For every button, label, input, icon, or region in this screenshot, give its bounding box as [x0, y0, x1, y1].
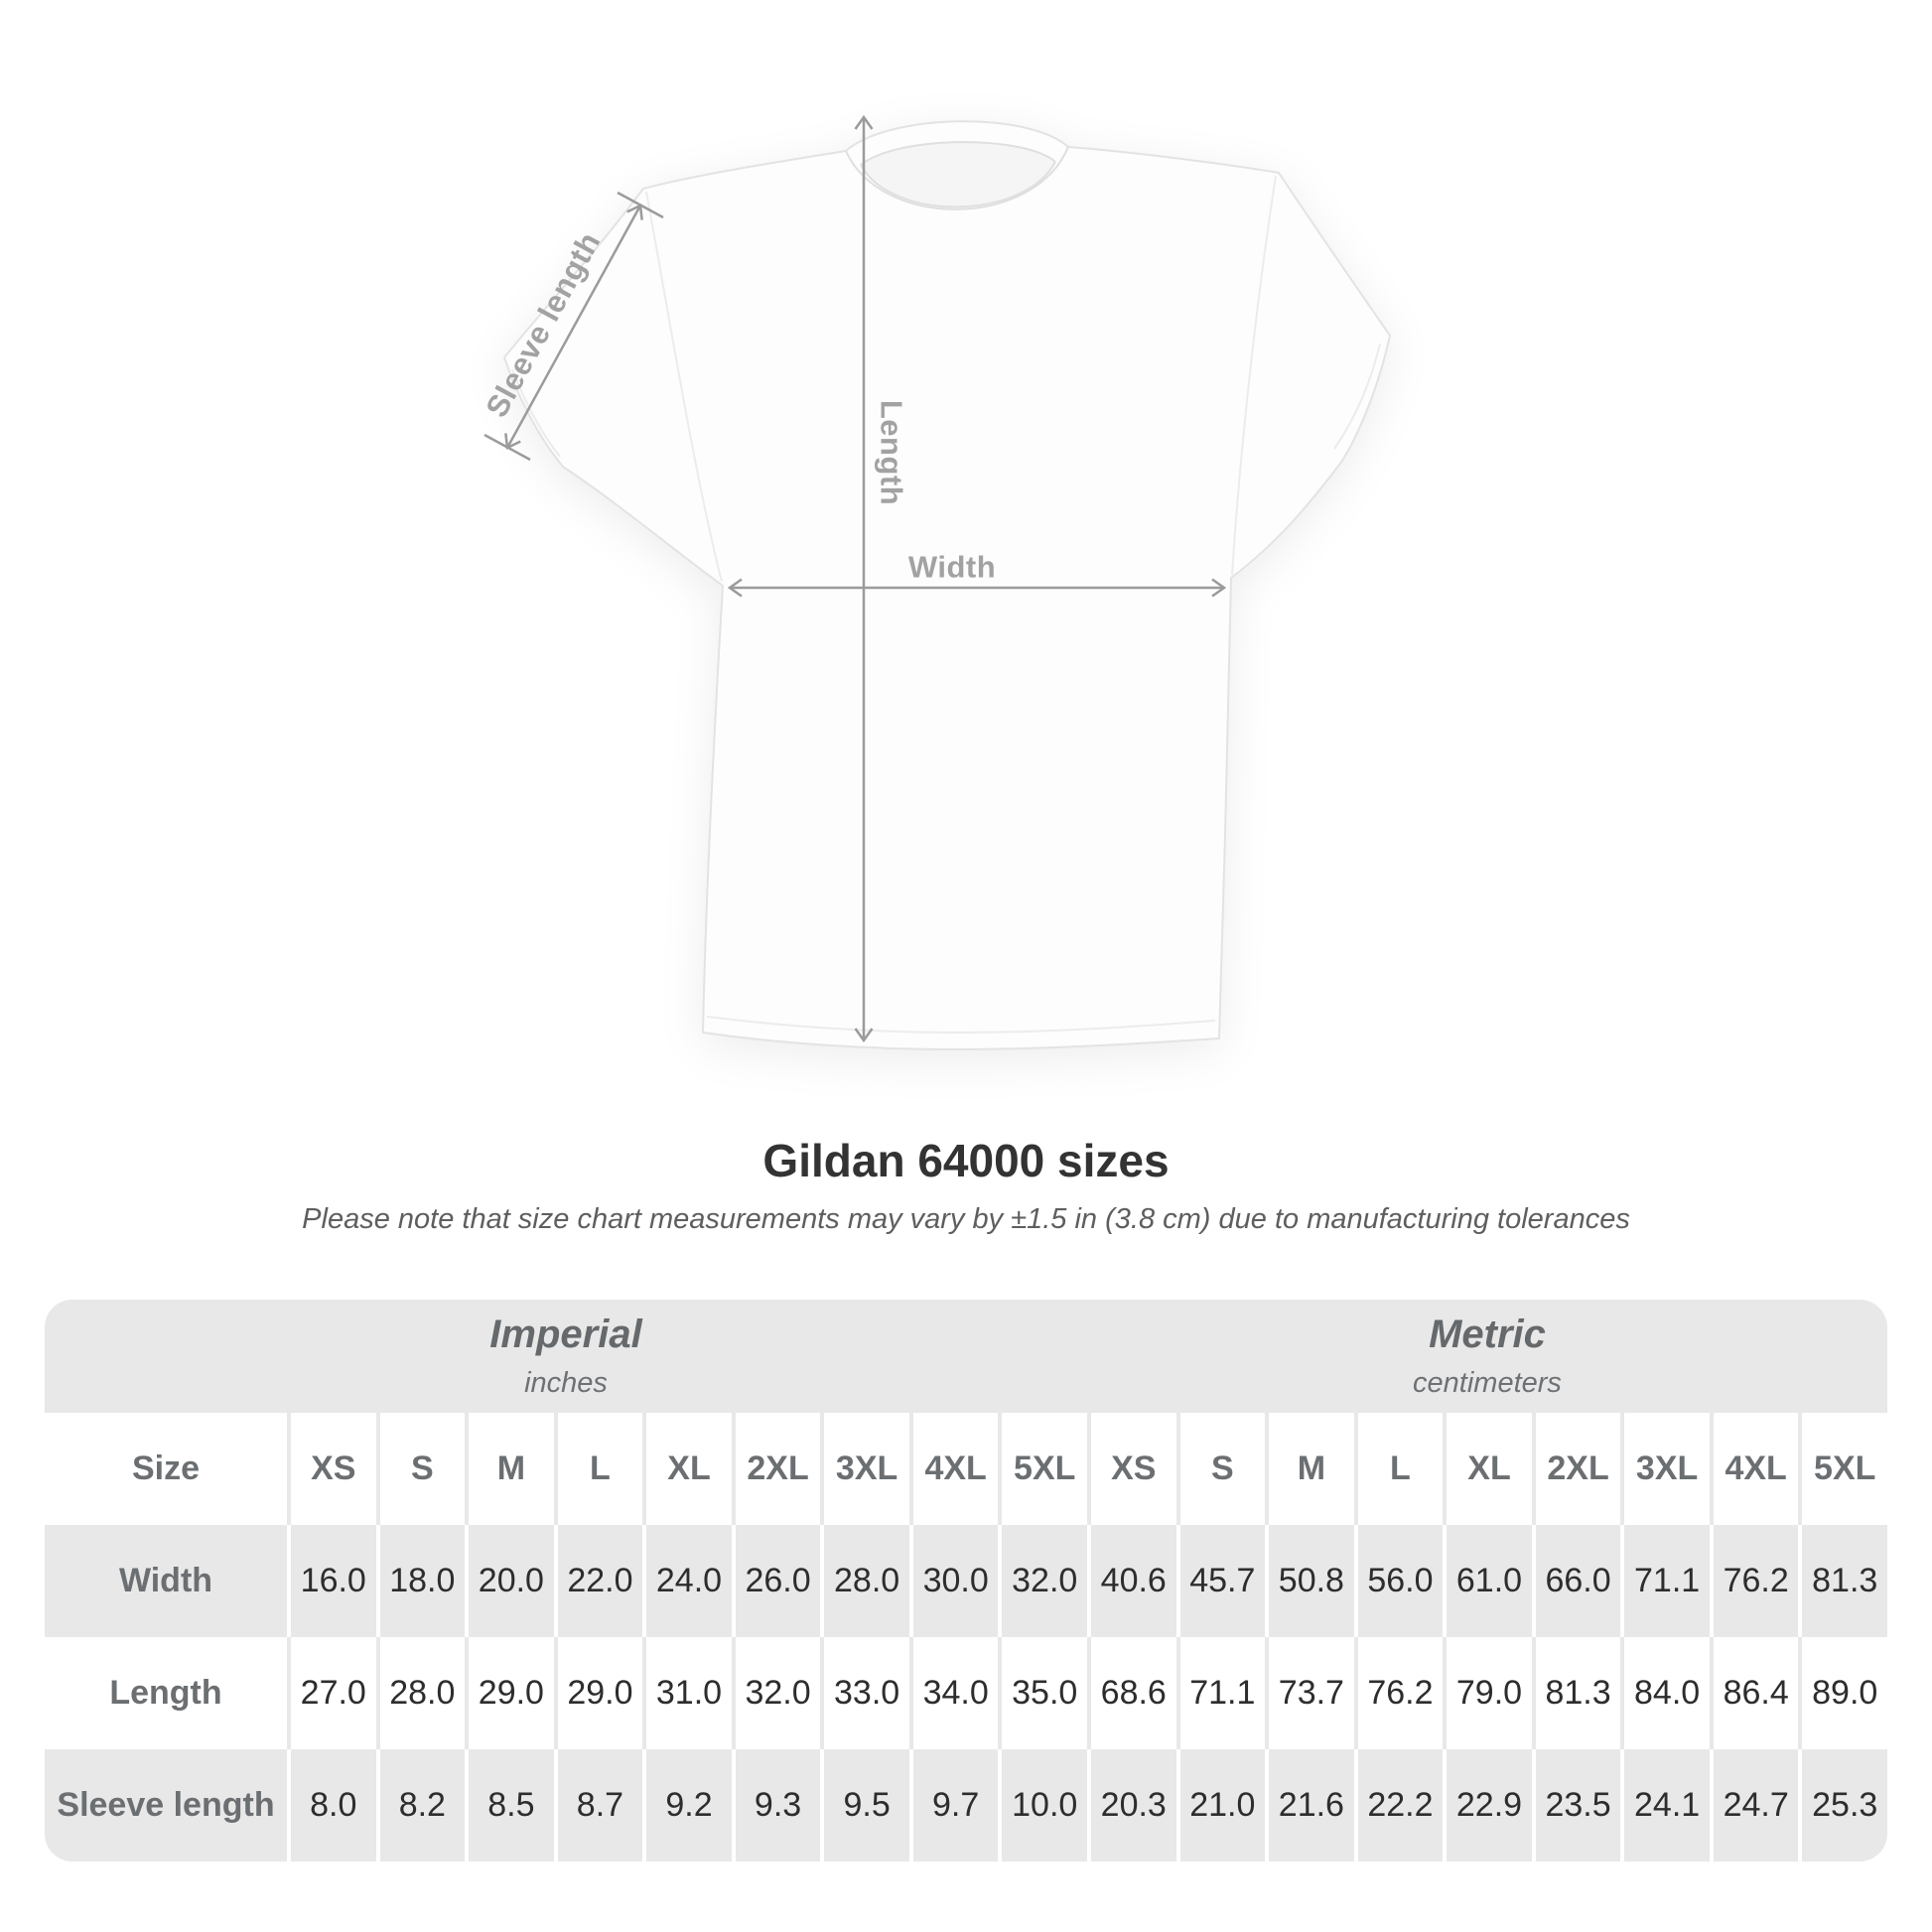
- size-header-row: Size XS S M L XL 2XL 3XL 4XL 5XL XS S M L XL 2XL 3XL 4XL…: [45, 1413, 1887, 1525]
- measurement-cell: 16.0: [287, 1525, 376, 1637]
- size-col-header: S: [375, 1413, 466, 1525]
- measurement-cell: 30.0: [908, 1525, 999, 1637]
- measurement-cell: 86.4: [1709, 1637, 1799, 1749]
- measurement-cell: 8.7: [553, 1749, 643, 1862]
- size-col-header: 2XL: [1531, 1413, 1621, 1525]
- measurement-cell: 29.0: [553, 1637, 643, 1749]
- imperial-label: Imperial: [489, 1312, 642, 1356]
- measurement-cell: 29.0: [465, 1637, 554, 1749]
- size-col-header: 3XL: [820, 1413, 909, 1525]
- size-col-header: M: [465, 1413, 554, 1525]
- measurement-cell: 56.0: [1353, 1525, 1444, 1637]
- measurement-cell: 22.2: [1353, 1749, 1444, 1862]
- measurement-cell: 34.0: [908, 1637, 999, 1749]
- measurement-cell: 10.0: [998, 1749, 1087, 1862]
- metric-label: Metric: [1429, 1312, 1546, 1356]
- width-row: Width 16.0 18.0 20.0 22.0 24.0 26.0 28.0 30.0 32…: [45, 1525, 1887, 1637]
- measurement-cell: 71.1: [1620, 1525, 1710, 1637]
- measurement-cell: 9.3: [731, 1749, 821, 1862]
- length-label: Length: [875, 400, 909, 505]
- measurement-cell: 84.0: [1620, 1637, 1710, 1749]
- page-title: Gildan 64000 sizes: [762, 1135, 1170, 1186]
- size-row-label: Size: [131, 1449, 201, 1487]
- size-col-header: 4XL: [908, 1413, 999, 1525]
- measurement-cell: 24.7: [1709, 1749, 1799, 1862]
- tshirt-illustration: [503, 120, 1391, 1050]
- measurement-cell: 24.0: [642, 1525, 732, 1637]
- measurement-cell: 50.8: [1265, 1525, 1354, 1637]
- sleeve-length-arrow: [504, 204, 643, 450]
- page-subtitle: Please note that size chart measurements…: [302, 1203, 1630, 1235]
- size-col-header: L: [553, 1413, 643, 1525]
- size-chart-table: Imperial inches Metric centimeters Size …: [45, 1300, 1887, 1862]
- measurement-cell: 66.0: [1531, 1525, 1621, 1637]
- imperial-units-header: Imperial inches: [45, 1300, 1087, 1413]
- measurement-cell: 21.6: [1265, 1749, 1354, 1862]
- size-col-header: L: [1353, 1413, 1444, 1525]
- measurement-cell: 35.0: [998, 1637, 1087, 1749]
- measurement-cell: 9.5: [820, 1749, 909, 1862]
- sleeve-length-row: Sleeve length 8.0 8.2 8.5 8.7 9.2 9.3 9.5 9.7 10…: [45, 1749, 1887, 1862]
- measurement-cell: 21.0: [1175, 1749, 1266, 1862]
- measurement-cell: 20.3: [1087, 1749, 1176, 1862]
- sleeve-arrow-end-tick: [483, 433, 531, 462]
- size-col-header: M: [1265, 1413, 1354, 1525]
- units-header-row: Imperial inches Metric centimeters: [45, 1300, 1887, 1413]
- size-col-header: 2XL: [731, 1413, 821, 1525]
- size-col-header: XS: [1087, 1413, 1176, 1525]
- tshirt-measurement-diagram: Sleeve length Length Width: [479, 114, 1391, 1050]
- measurement-cell: 32.0: [731, 1637, 821, 1749]
- measurement-cell: 22.9: [1443, 1749, 1532, 1862]
- sleeve-arrow-end-tick: [617, 191, 664, 219]
- measurement-cell: 40.6: [1087, 1525, 1176, 1637]
- measurement-cell: 68.6: [1087, 1637, 1176, 1749]
- width-label: Width: [908, 550, 996, 585]
- length-row: Length 27.0 28.0 29.0 29.0 31.0 32.0 33.0 34.0 3…: [45, 1637, 1887, 1749]
- measurement-cell: 76.2: [1353, 1637, 1444, 1749]
- length-row-label: Length: [109, 1674, 222, 1712]
- measurement-cell: 24.1: [1620, 1749, 1710, 1862]
- measurement-cell: 18.0: [375, 1525, 466, 1637]
- measurement-cell: 61.0: [1443, 1525, 1532, 1637]
- measurement-cell: 28.0: [820, 1525, 909, 1637]
- measurement-cell: 23.5: [1531, 1749, 1621, 1862]
- measurement-cell: 8.0: [287, 1749, 376, 1862]
- imperial-unit-label: inches: [524, 1367, 608, 1399]
- measurement-cell: 31.0: [642, 1637, 732, 1749]
- measurement-cell: 79.0: [1443, 1637, 1532, 1749]
- size-col-header: 4XL: [1709, 1413, 1799, 1525]
- size-col-header: 5XL: [998, 1413, 1087, 1525]
- measurement-cell: 89.0: [1798, 1637, 1887, 1749]
- measurement-cell: 27.0: [287, 1637, 376, 1749]
- measurement-cell: 9.7: [908, 1749, 999, 1862]
- measurement-cell: 28.0: [375, 1637, 466, 1749]
- measurement-cell: 8.2: [375, 1749, 466, 1862]
- size-col-header: XL: [1443, 1413, 1532, 1525]
- size-col-header: 3XL: [1620, 1413, 1710, 1525]
- measurement-cell: 76.2: [1709, 1525, 1799, 1637]
- width-row-label: Width: [118, 1562, 213, 1599]
- measurement-cell: 81.3: [1798, 1525, 1887, 1637]
- size-col-header: XL: [642, 1413, 732, 1525]
- measurement-cell: 9.2: [642, 1749, 732, 1862]
- measurement-cell: 71.1: [1175, 1637, 1266, 1749]
- size-col-header: XS: [287, 1413, 376, 1525]
- measurement-cell: 81.3: [1531, 1637, 1621, 1749]
- measurement-cell: 33.0: [820, 1637, 909, 1749]
- size-col-header: 5XL: [1798, 1413, 1887, 1525]
- measurement-cell: 25.3: [1798, 1749, 1887, 1862]
- measurement-cell: 73.7: [1265, 1637, 1354, 1749]
- measurement-cell: 26.0: [731, 1525, 821, 1637]
- metric-units-header: Metric centimeters: [1087, 1300, 1887, 1413]
- size-col-header: S: [1175, 1413, 1266, 1525]
- measurement-cell: 32.0: [998, 1525, 1087, 1637]
- sleeve-length-row-label: Sleeve length: [57, 1786, 275, 1824]
- metric-unit-label: centimeters: [1413, 1367, 1562, 1399]
- measurement-cell: 8.5: [465, 1749, 554, 1862]
- measurement-cell: 22.0: [553, 1525, 643, 1637]
- measurement-cell: 45.7: [1175, 1525, 1266, 1637]
- measurement-cell: 20.0: [465, 1525, 554, 1637]
